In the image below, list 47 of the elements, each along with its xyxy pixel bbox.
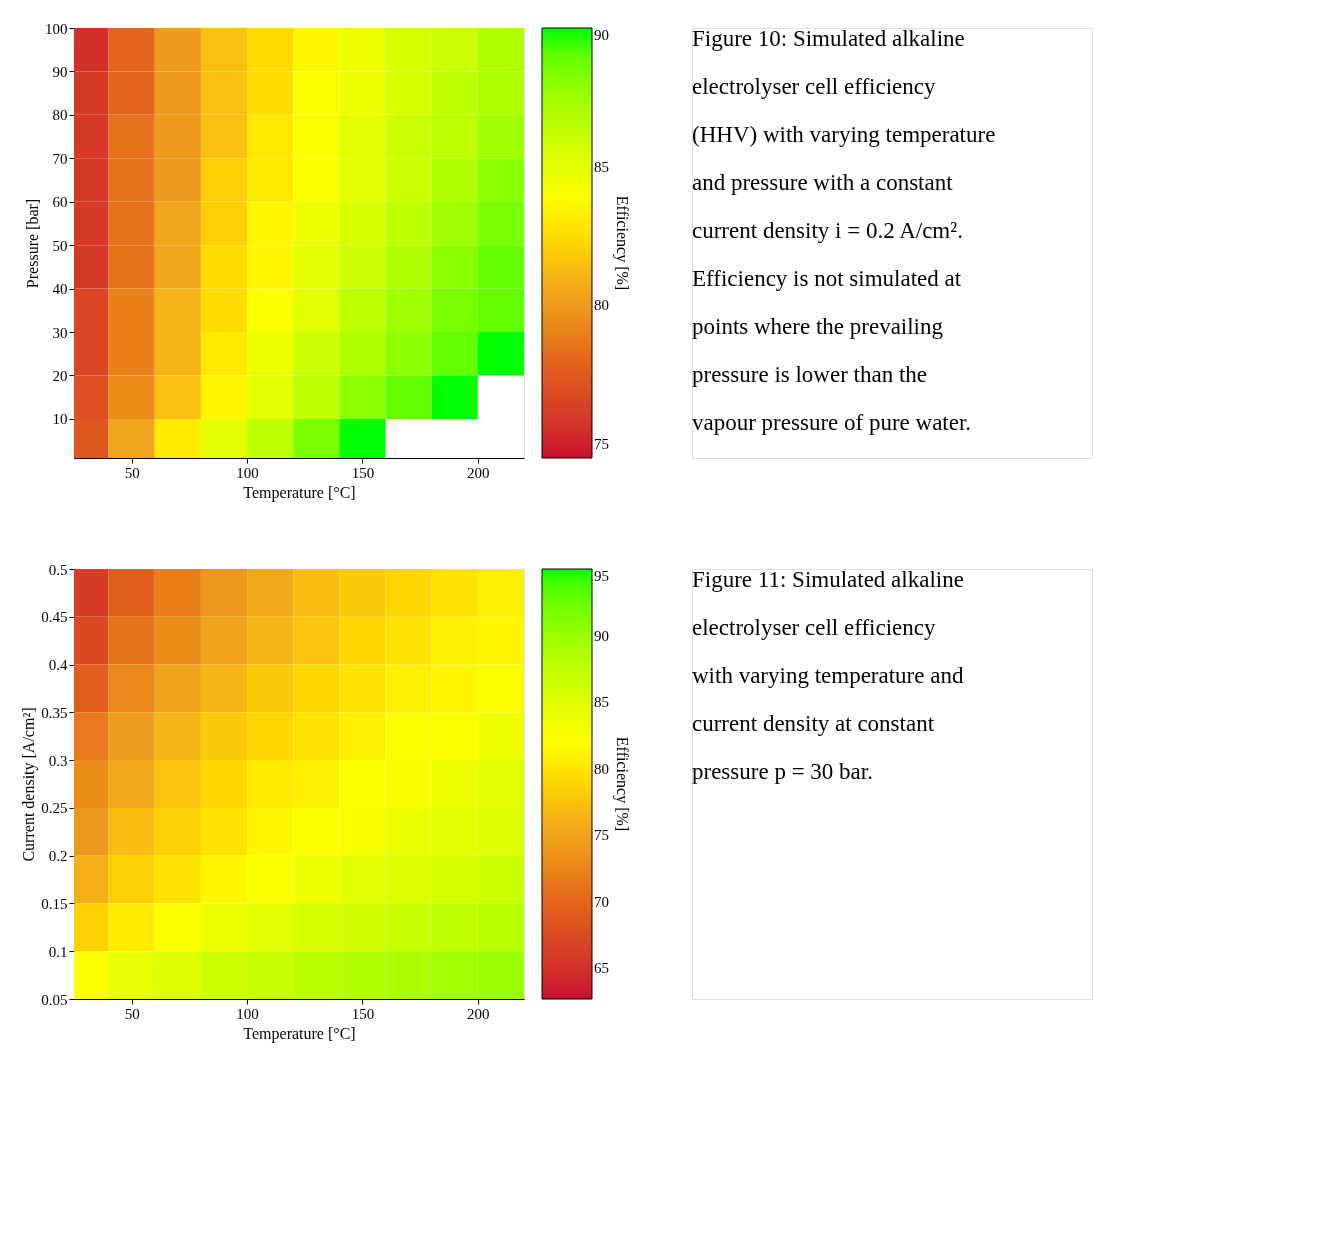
y-tick-label: 70	[52, 150, 68, 167]
y-tick-label: 0.05	[41, 991, 68, 1008]
color-bar-label: 85	[594, 694, 609, 711]
y-tick-label: 50	[52, 237, 68, 254]
y-tick-label: 30	[52, 324, 68, 341]
x-tick-label: 50	[124, 464, 140, 481]
x-axis-title: Temperature [°C]	[243, 483, 356, 502]
text: Figure 10: Simulated alkaline electrolyser cell efficiency (HHV) with varying temperature and pressure with a constant current density i = 0.2 A/cm². Efficiency is not simulated at points where the prevailing pressure is lower than the vapour pressure of pure water.	[692, 26, 996, 435]
x-tick-label: 200	[467, 1005, 490, 1022]
y-tick-label: 20	[52, 367, 68, 384]
x-tick-label: 100	[236, 1005, 259, 1022]
y-axis-title: Current density [A/cm²]	[20, 707, 39, 862]
y-tick-label: 100	[45, 20, 68, 37]
y-tick-label: 0.3	[48, 752, 68, 769]
y-tick-label: 0.2	[48, 848, 68, 865]
x-tick-label: 100	[236, 464, 259, 481]
y-tick-label: 0.35	[41, 704, 68, 721]
x-tick-label: 50	[124, 1005, 140, 1022]
y-tick-label: 90	[52, 63, 68, 80]
y-tick-label: 0.1	[48, 943, 68, 960]
y-axis-title: Pressure [bar]	[24, 198, 41, 289]
color-bar-title: Efficiency [%]	[613, 195, 631, 291]
caption: Figure 11: Simulated alkaline electrolyser cell efficiency with varying temperature and current density at constant pressure p = 30 bar.	[692, 567, 964, 784]
y-tick-label: 0.45	[41, 609, 68, 626]
y-tick-label: 0.5	[48, 561, 68, 578]
x-axis-title: Temperature [°C]	[243, 1024, 356, 1043]
color-bar-label: 95	[594, 568, 609, 584]
color-bar-label: 80	[594, 760, 609, 777]
color-bar-title: Efficiency [%]	[613, 736, 631, 832]
color-bar-label: 80	[594, 297, 609, 314]
color-bar-label: 70	[594, 893, 609, 910]
color-bar-label: 65	[594, 960, 609, 977]
y-tick-label: 0.25	[41, 800, 68, 817]
color-bar-label: 75	[594, 827, 609, 844]
color-bar-label: 90	[594, 627, 609, 644]
y-tick-label: 40	[52, 281, 68, 298]
x-tick-label: 150	[351, 1005, 375, 1022]
color-bar-label: 90	[594, 27, 609, 43]
y-tick-label: 0.15	[41, 895, 68, 912]
y-tick-label: 10	[52, 411, 68, 428]
y-tick-label: 60	[52, 194, 68, 211]
color-bar-label: 85	[594, 158, 609, 175]
y-tick-label: 0.4	[48, 657, 68, 674]
y-tick-label: 80	[52, 107, 68, 124]
x-tick-label: 150	[351, 464, 375, 481]
color-bar-label: 75	[594, 436, 609, 453]
x-tick-label: 200	[467, 464, 490, 481]
